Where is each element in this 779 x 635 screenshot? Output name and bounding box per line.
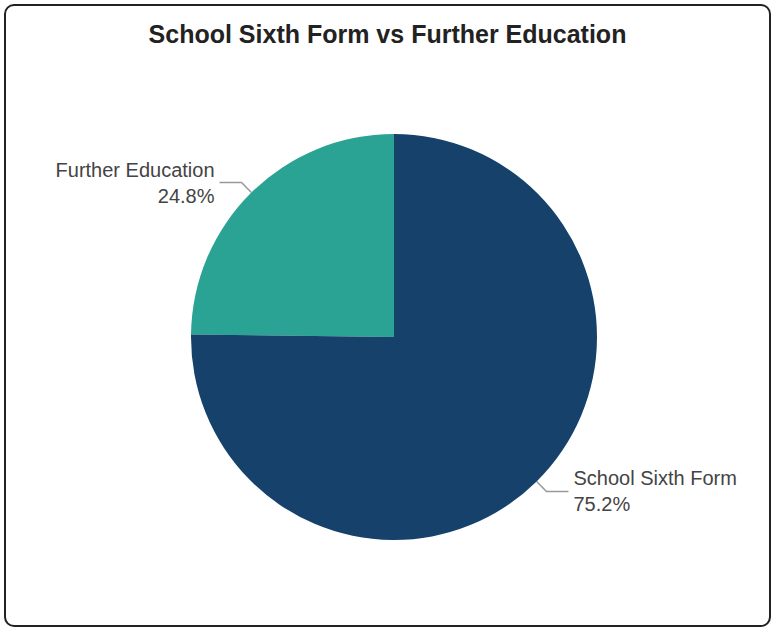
svg-text:School Sixth Form vs Further E: School Sixth Form vs Further Education (149, 20, 627, 48)
svg-text:Further Education: Further Education (56, 159, 215, 181)
svg-text:24.8%: 24.8% (158, 185, 215, 207)
svg-text:75.2%: 75.2% (573, 493, 630, 515)
svg-text:School Sixth Form: School Sixth Form (573, 467, 736, 489)
